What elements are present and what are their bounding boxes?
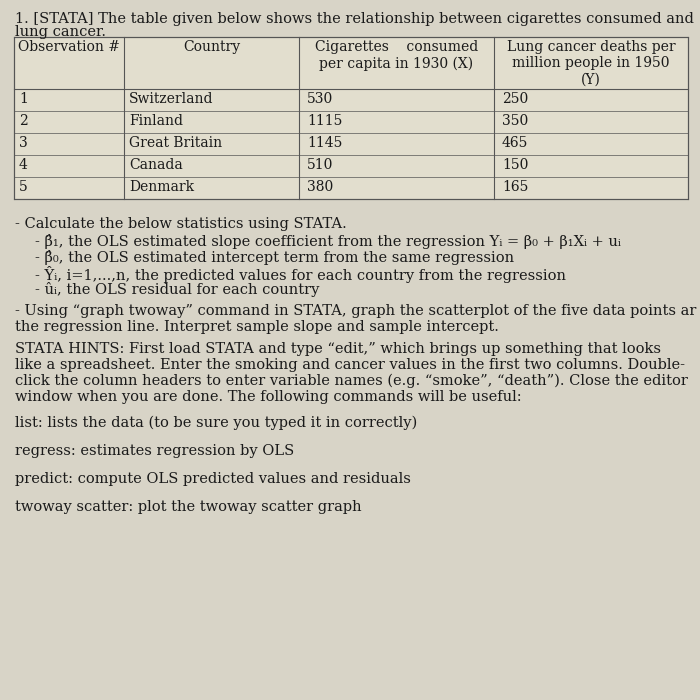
- Text: lung cancer.: lung cancer.: [15, 25, 106, 39]
- Text: 510: 510: [307, 158, 333, 172]
- Text: Cigarettes    consumed
per capita in 1930 (X): Cigarettes consumed per capita in 1930 (…: [315, 40, 478, 71]
- Text: 2: 2: [19, 114, 28, 128]
- Text: 380: 380: [307, 180, 333, 194]
- Text: window when you are done. The following commands will be useful:: window when you are done. The following …: [15, 390, 522, 404]
- Text: 3: 3: [19, 136, 28, 150]
- Text: 1: 1: [19, 92, 28, 106]
- Text: 1. [STATA] The table given below shows the relationship between cigarettes consu: 1. [STATA] The table given below shows t…: [15, 12, 694, 26]
- Text: 165: 165: [502, 180, 528, 194]
- Text: - Using “graph twoway” command in STATA, graph the scatterplot of the five data : - Using “graph twoway” command in STATA,…: [15, 304, 696, 318]
- Text: regress: estimates regression by OLS: regress: estimates regression by OLS: [15, 444, 294, 458]
- Text: - Calculate the below statistics using STATA.: - Calculate the below statistics using S…: [15, 217, 346, 231]
- Text: Country: Country: [183, 40, 240, 54]
- Text: 250: 250: [502, 92, 528, 106]
- Text: 150: 150: [502, 158, 528, 172]
- Text: list: lists the data (to be sure you typed it in correctly): list: lists the data (to be sure you typ…: [15, 416, 417, 430]
- Text: 530: 530: [307, 92, 333, 106]
- Text: 1145: 1145: [307, 136, 342, 150]
- Text: the regression line. Interpret sample slope and sample intercept.: the regression line. Interpret sample sl…: [15, 320, 499, 334]
- Text: - Ŷᵢ, i=1,...,n, the predicted values for each country from the regression: - Ŷᵢ, i=1,...,n, the predicted values fo…: [35, 266, 566, 283]
- Text: Finland: Finland: [129, 114, 183, 128]
- Text: - β̂₀, the OLS estimated intercept term from the same regression: - β̂₀, the OLS estimated intercept term …: [35, 250, 514, 265]
- Text: 5: 5: [19, 180, 28, 194]
- Bar: [14, 37, 688, 199]
- Text: - ûᵢ, the OLS residual for each country: - ûᵢ, the OLS residual for each country: [35, 282, 319, 297]
- Text: click the column headers to enter variable names (e.g. “smoke”, “death”). Close : click the column headers to enter variab…: [15, 374, 688, 388]
- Text: Observation #: Observation #: [18, 40, 120, 54]
- Text: 1115: 1115: [307, 114, 342, 128]
- Text: Lung cancer deaths per
million people in 1950
(Y): Lung cancer deaths per million people in…: [507, 40, 676, 86]
- Text: like a spreadsheet. Enter the smoking and cancer values in the first two columns: like a spreadsheet. Enter the smoking an…: [15, 358, 685, 372]
- Text: Switzerland: Switzerland: [129, 92, 214, 106]
- Text: Canada: Canada: [129, 158, 183, 172]
- Text: - β̂₁, the OLS estimated slope coefficient from the regression Yᵢ = β₀ + β₁Xᵢ + : - β̂₁, the OLS estimated slope coefficie…: [35, 234, 621, 249]
- Text: Great Britain: Great Britain: [129, 136, 222, 150]
- Text: 350: 350: [502, 114, 528, 128]
- Text: Denmark: Denmark: [129, 180, 194, 194]
- Text: predict: compute OLS predicted values and residuals: predict: compute OLS predicted values an…: [15, 472, 411, 486]
- Text: STATA HINTS: First load STATA and type “edit,” which brings up something that lo: STATA HINTS: First load STATA and type “…: [15, 342, 661, 356]
- Text: twoway scatter: plot the twoway scatter graph: twoway scatter: plot the twoway scatter …: [15, 500, 362, 514]
- Text: 465: 465: [502, 136, 528, 150]
- Text: 4: 4: [19, 158, 28, 172]
